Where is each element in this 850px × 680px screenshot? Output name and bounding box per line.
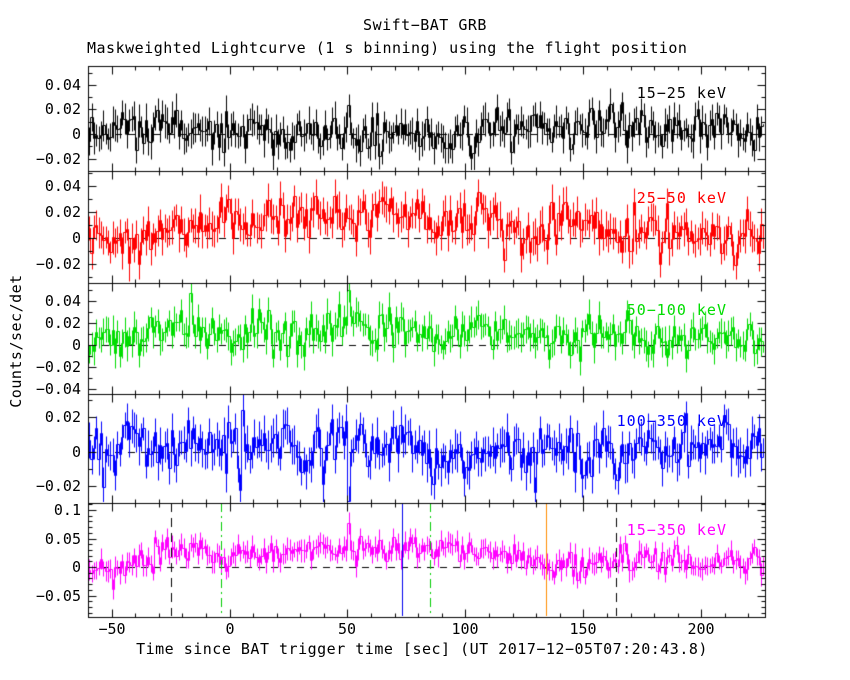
y-tick-label: −0.02 [35, 150, 81, 168]
y-tick-label: 0.02 [44, 314, 81, 332]
y-tick-label: 0 [71, 229, 81, 247]
x-axis-label: Time since BAT trigger time [sec] (UT 20… [136, 640, 708, 658]
y-tick-label: −0.04 [35, 380, 81, 398]
x-tick-label: −50 [98, 620, 126, 638]
y-tick-label: 0.02 [44, 408, 81, 426]
y-tick-label: −0.05 [35, 587, 81, 605]
y-tick-label: 0 [71, 558, 81, 576]
x-tick-label: 150 [569, 620, 597, 638]
y-tick-label: 0 [71, 443, 81, 461]
y-tick-label: 0 [71, 336, 81, 354]
y-tick-label: 0.04 [44, 177, 81, 195]
energy-band-label-15-350-kev: 15−350 keV [626, 521, 727, 539]
energy-band-label-100-350-kev: 100−350 keV [616, 412, 727, 430]
energy-band-label-50-100-kev: 50−100 keV [626, 301, 727, 319]
y-tick-label: −0.02 [35, 477, 81, 495]
energy-band-label-25-50-kev: 25−50 keV [636, 189, 727, 207]
figure-subtitle: Maskweighted Lightcurve (1 s binning) us… [87, 39, 688, 57]
y-tick-label: 0.02 [44, 203, 81, 221]
y-tick-label: 0.1 [53, 501, 81, 519]
energy-band-label-15-25-kev: 15−25 keV [636, 84, 727, 102]
page-title: Swift−BAT GRB [363, 16, 487, 34]
y-tick-label: 0.04 [44, 76, 81, 94]
y-tick-label: 0.04 [44, 292, 81, 310]
y-tick-label: −0.02 [35, 255, 81, 273]
x-tick-label: 0 [225, 620, 235, 638]
x-tick-label: 200 [687, 620, 715, 638]
y-tick-label: −0.02 [35, 358, 81, 376]
x-tick-label: 100 [451, 620, 479, 638]
x-tick-label: 50 [337, 620, 357, 638]
y-tick-label: 0.05 [44, 530, 81, 548]
y-tick-label: 0.02 [44, 100, 81, 118]
y-tick-label: 0 [71, 125, 81, 143]
